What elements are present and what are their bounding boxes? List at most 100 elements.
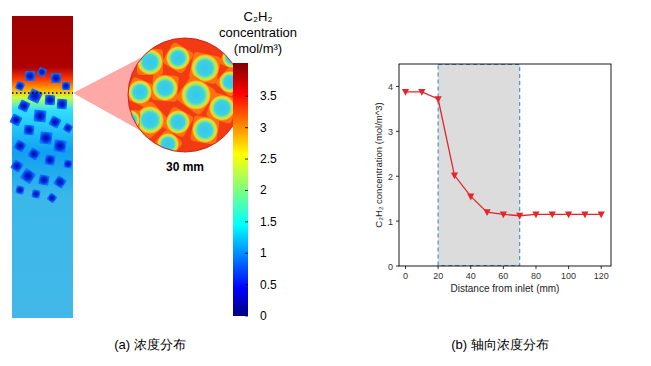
- x-tick-label: 100: [561, 271, 576, 281]
- particle: [27, 88, 43, 104]
- colorbar-tick: [245, 221, 248, 222]
- particle: [37, 67, 47, 77]
- y-tick-label: 3: [388, 127, 393, 137]
- plot-area: [402, 65, 605, 266]
- particle: [25, 71, 35, 81]
- particle: [39, 131, 52, 144]
- x-tick: [535, 266, 536, 269]
- data-point: [418, 89, 425, 96]
- particle: [151, 74, 179, 102]
- particle: [46, 192, 57, 203]
- highlight-region: [438, 65, 520, 266]
- data-point: [483, 209, 490, 216]
- particle: [57, 99, 68, 110]
- x-tick: [568, 266, 569, 269]
- particle: [10, 159, 24, 173]
- y-tick-label: 2: [388, 172, 393, 182]
- concentration-panel: 30 mm 0 0.5 1 1.5 2 2.5 3 3.5 C₂H₂concentration(m…: [9, 9, 297, 352]
- x-tick: [438, 266, 439, 269]
- particle: [13, 139, 27, 153]
- particle: [51, 73, 61, 83]
- data-point: [516, 213, 523, 220]
- colorbar-tick: [245, 190, 248, 191]
- particle: [152, 128, 183, 159]
- colorbar-tick-label: 3: [260, 121, 267, 135]
- y-axis-label: C₂H₂ concentration (mol/m^3): [373, 102, 384, 227]
- colorbar-tick-label: 3.5: [260, 89, 277, 103]
- data-point: [451, 172, 458, 179]
- colorbar-title: C₂H₂: [244, 9, 273, 24]
- figure: 30 mm 0 0.5 1 1.5 2 2.5 3 3.5 C₂H₂concentration(m…: [0, 0, 651, 366]
- y-tick-label: 0: [388, 262, 393, 272]
- colorbar-tick: [245, 159, 248, 160]
- y-tick: [396, 131, 399, 132]
- particle: [9, 113, 22, 126]
- colorbar-tick-label: 0: [260, 309, 267, 323]
- particle: [33, 109, 46, 122]
- particle: [24, 125, 35, 136]
- colorbar-tick: [245, 316, 248, 317]
- x-tick-label: 0: [403, 271, 408, 281]
- particle: [62, 82, 70, 90]
- colorbar-tick: [245, 127, 248, 128]
- data-point: [565, 211, 572, 218]
- particle: [45, 95, 56, 106]
- x-tick-label: 40: [466, 271, 476, 281]
- particle: [20, 168, 37, 185]
- colorbar-tick: [245, 96, 248, 97]
- x-tick-label: 60: [498, 271, 508, 281]
- x-tick: [503, 266, 504, 269]
- zoom-view: [119, 38, 245, 160]
- y-tick: [396, 221, 399, 222]
- particle: [137, 49, 163, 75]
- line-panel: 0 20 40 60 80 100 120 0 1 2 3 4 Distance from inlet …: [373, 64, 611, 352]
- x-tick: [601, 266, 602, 269]
- colorbar-tick-label: 0.5: [260, 278, 277, 292]
- x-axis-label: Distance from inlet (mm): [451, 283, 560, 294]
- data-point: [435, 96, 442, 103]
- data-point: [402, 89, 409, 96]
- particle: [48, 115, 62, 129]
- particle: [44, 154, 55, 165]
- scale-label: 30 mm: [166, 160, 204, 174]
- data-point: [598, 211, 605, 218]
- particle: [53, 139, 67, 153]
- data-line: [406, 92, 602, 216]
- colorbar-tick: [245, 284, 248, 285]
- x-tick-label: 120: [594, 271, 609, 281]
- colorbar-tick-label: 2.5: [260, 152, 277, 166]
- x-tick: [405, 266, 406, 269]
- data-point: [467, 194, 474, 201]
- section-line: [12, 92, 73, 94]
- particle: [38, 174, 50, 186]
- colorbar-title: (mol/m³): [234, 41, 282, 56]
- caption: (a) 浓度分布: [114, 337, 186, 352]
- y-tick-label: 4: [388, 82, 393, 92]
- data-point: [532, 211, 539, 218]
- x-tick-label: 20: [433, 271, 443, 281]
- plot-frame: [399, 64, 611, 266]
- zoom-border: [128, 38, 242, 152]
- particle: [162, 42, 195, 75]
- particle: [17, 99, 30, 112]
- colorbar-tick: [245, 253, 248, 254]
- particle: [63, 123, 74, 134]
- caption: (b) 轴向浓度分布: [451, 337, 549, 352]
- x-tick-label: 80: [531, 271, 541, 281]
- colorbar-tick-label: 1.5: [260, 215, 277, 229]
- y-tick-label: 1: [388, 217, 393, 227]
- y-tick: [396, 176, 399, 177]
- data-point: [581, 211, 588, 218]
- data-point: [500, 211, 507, 218]
- particle: [15, 185, 25, 195]
- x-tick: [470, 266, 471, 269]
- particle: [15, 81, 26, 92]
- particle: [53, 175, 67, 189]
- colorbar: [233, 63, 248, 316]
- colorbar-tick-label: 2: [260, 183, 267, 197]
- data-point: [549, 211, 556, 218]
- particle: [190, 115, 220, 145]
- particle: [63, 159, 72, 168]
- colorbar-title: concentration: [219, 25, 297, 40]
- colorbar-tick-label: 1: [260, 246, 267, 260]
